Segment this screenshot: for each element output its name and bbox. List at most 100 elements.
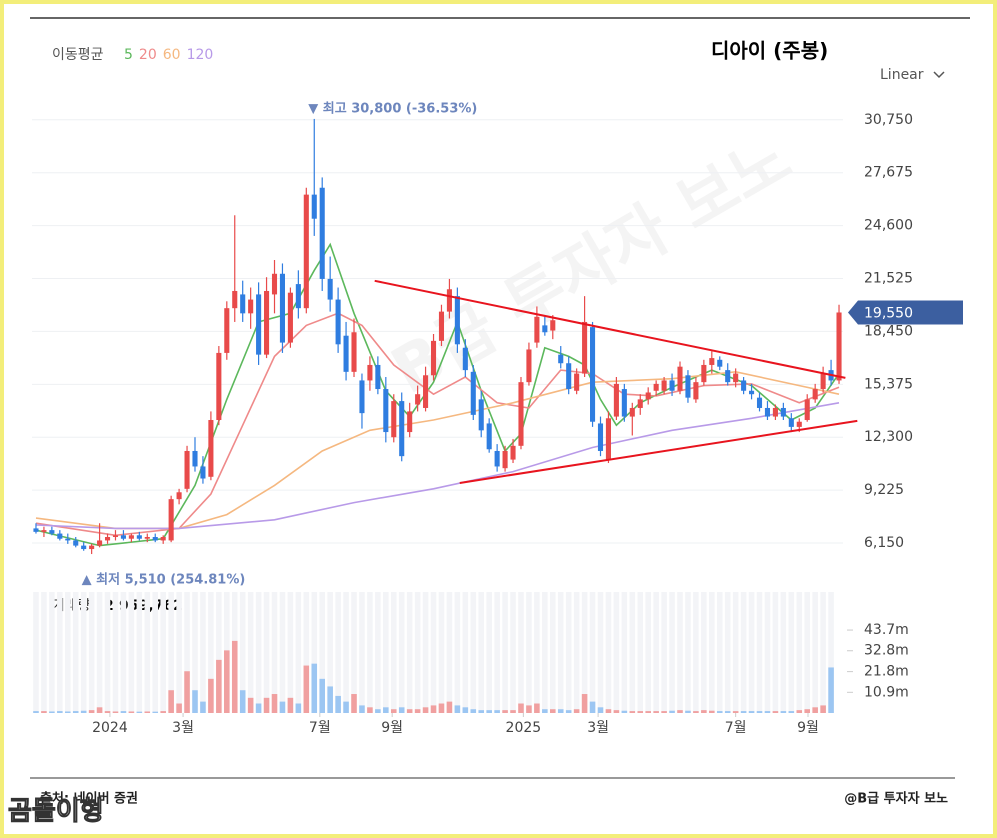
volume-bg: [335, 592, 341, 713]
volume-bar: [136, 711, 143, 713]
candle-body: [725, 370, 731, 383]
volume-bg: [788, 592, 795, 713]
volume-bg: [192, 592, 198, 713]
volume-bg: [502, 592, 508, 713]
volume-tick-label: 10.9m: [864, 684, 909, 700]
candle-body: [621, 389, 627, 417]
volume-bg: [295, 592, 302, 713]
credit: @B급 투자자 보노: [844, 792, 948, 807]
volume-bar: [160, 711, 166, 713]
volume-bg: [661, 592, 667, 713]
volume-bg: [716, 592, 723, 713]
scale-label[interactable]: Linear: [880, 67, 924, 83]
y-tick-label: 27,675: [864, 165, 913, 181]
candle-body: [319, 187, 325, 279]
candle-body: [391, 401, 397, 438]
volume-bar: [613, 710, 620, 713]
x-tick-label: 3월: [587, 720, 609, 736]
volume-bg: [160, 592, 166, 713]
candle-body: [359, 380, 365, 414]
volume-bar: [693, 711, 699, 713]
volume-bar: [677, 710, 683, 713]
candle-body: [112, 535, 119, 538]
candle-body: [264, 290, 270, 355]
candle-body: [677, 366, 683, 391]
candle-body: [454, 296, 460, 345]
volume-bg: [57, 592, 63, 713]
candle-body: [399, 401, 405, 457]
volume-bar: [279, 701, 286, 713]
volume-bar: [470, 709, 477, 713]
candle-body: [271, 273, 278, 295]
candle-body: [184, 450, 190, 489]
candle-body: [510, 445, 516, 460]
volume-bar: [224, 650, 230, 713]
volume-bg: [72, 592, 79, 713]
volume-bg: [88, 592, 95, 713]
volume-bg: [637, 592, 644, 713]
volume-bg: [287, 592, 294, 713]
candle-body: [81, 545, 87, 550]
volume-bar: [748, 711, 755, 713]
volume-bg: [510, 592, 516, 713]
candle-body: [73, 540, 79, 546]
candle-body: [327, 278, 333, 300]
volume-bg: [748, 592, 755, 713]
volume-bar: [669, 710, 675, 713]
candle-body: [597, 423, 604, 451]
volume-bg: [653, 592, 659, 713]
candle-body: [430, 340, 437, 376]
y-tick-label: 9,225: [864, 482, 904, 498]
candle-body: [97, 540, 103, 546]
volume-bg: [367, 592, 373, 713]
volume-bar: [788, 711, 795, 713]
volume-bar: [343, 701, 349, 713]
volume-bar: [104, 711, 111, 713]
candle-body: [104, 537, 111, 541]
candle-body: [629, 407, 635, 417]
volume-bg: [669, 592, 675, 713]
volume-bar: [239, 690, 246, 713]
volume-bg: [33, 592, 39, 713]
candle-body: [701, 364, 707, 383]
volume-bg: [120, 592, 127, 713]
candle-body: [653, 383, 659, 391]
candle-body: [772, 407, 778, 417]
candle-body: [582, 321, 588, 374]
volume-bg: [597, 592, 604, 713]
volume-bar: [542, 709, 548, 713]
volume-bar: [462, 707, 469, 713]
volume-bg: [398, 592, 405, 713]
candle-body: [486, 423, 492, 450]
volume-bg: [168, 592, 174, 713]
candle-body: [446, 289, 452, 312]
volume-bg: [605, 592, 612, 713]
candle-body: [176, 492, 182, 500]
volume-bar: [311, 663, 318, 713]
candle-body: [248, 299, 254, 314]
volume-bg: [263, 592, 270, 713]
candle-body: [423, 375, 429, 408]
volume-bar: [271, 694, 278, 713]
candle-body: [208, 420, 214, 477]
dropdown-icon[interactable]: [933, 71, 945, 79]
volume-bg: [709, 592, 715, 713]
volume-bar: [486, 710, 492, 713]
legend-entry: 60: [163, 47, 181, 63]
volume-bar: [375, 709, 381, 713]
volume-bg: [573, 592, 580, 713]
low-annotation: ▲ 최저 5,510 (254.81%): [82, 573, 246, 588]
x-tick-label: 2024: [92, 720, 128, 736]
volume-bar: [216, 659, 222, 713]
volume-tick-label: 21.8m: [864, 664, 909, 680]
volume-bar: [327, 686, 333, 713]
candle-body: [89, 545, 95, 550]
y-tick-label: 6,150: [864, 535, 904, 551]
candle-body: [534, 316, 540, 343]
volume-bg: [732, 592, 739, 713]
x-tick-label: 3월: [172, 720, 194, 736]
volume-bg: [494, 592, 500, 713]
candle-body: [367, 364, 373, 381]
volume-bg: [383, 592, 389, 713]
candle-body: [685, 375, 691, 398]
